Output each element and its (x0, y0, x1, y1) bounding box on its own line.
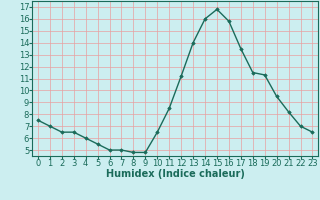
X-axis label: Humidex (Indice chaleur): Humidex (Indice chaleur) (106, 169, 244, 179)
